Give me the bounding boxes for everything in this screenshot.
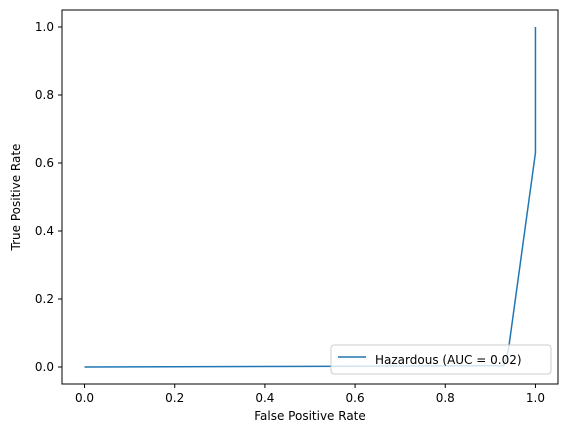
y-tick-label: 0.4 (35, 224, 54, 238)
x-axis-label: False Positive Rate (254, 409, 366, 423)
x-axis-ticks: 0.0 0.2 0.4 0.6 0.8 1.0 (75, 384, 545, 405)
legend-box (330, 344, 552, 375)
y-tick-label: 0.8 (35, 88, 54, 102)
x-tick-label: 0.6 (346, 391, 365, 405)
y-axis-ticks: 0.0 0.2 0.4 0.6 0.8 1.0 (35, 20, 62, 374)
legend: Hazardous (AUC = 0.02) (330, 344, 552, 375)
x-tick-label: 0.0 (75, 391, 94, 405)
y-tick-label: 0.2 (35, 292, 54, 306)
x-tick-label: 0.8 (436, 391, 455, 405)
y-axis-label: True Positive Rate (9, 144, 23, 252)
y-tick-label: 0.0 (35, 360, 54, 374)
y-tick-label: 0.6 (35, 156, 54, 170)
plot-frame (61, 9, 559, 385)
y-tick-label: 1.0 (35, 20, 54, 34)
x-tick-label: 1.0 (526, 391, 545, 405)
legend-label: Hazardous (AUC = 0.02) (375, 353, 522, 367)
x-tick-label: 0.4 (255, 391, 274, 405)
plot-area (62, 10, 558, 384)
x-tick-label: 0.2 (165, 391, 184, 405)
